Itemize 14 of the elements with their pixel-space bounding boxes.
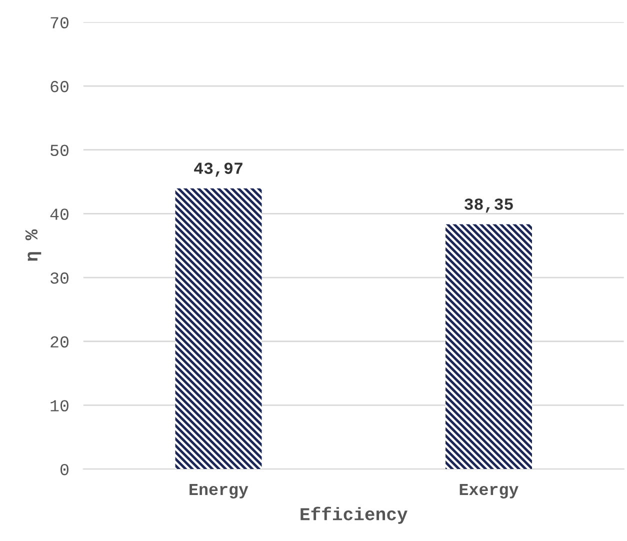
y-tick-label: 50 [50,144,68,156]
y-tick-label: 70 [50,17,68,28]
data-label: 38,35 [464,198,513,213]
y-tick-label: 0 [60,464,68,476]
y-tick-label: 10 [50,400,68,412]
y-tick-label: 30 [50,272,68,284]
x-tick-label: Exergy [460,484,518,498]
x-axis-title: Efficiency [300,506,408,524]
y-tick-label: 60 [50,80,68,92]
y-tick-label: 20 [50,336,68,348]
data-label: 43,97 [194,162,242,177]
y-axis-title: η % [25,229,42,261]
y-tick-label: 40 [50,208,68,220]
x-tick-label: Energy [190,484,248,498]
